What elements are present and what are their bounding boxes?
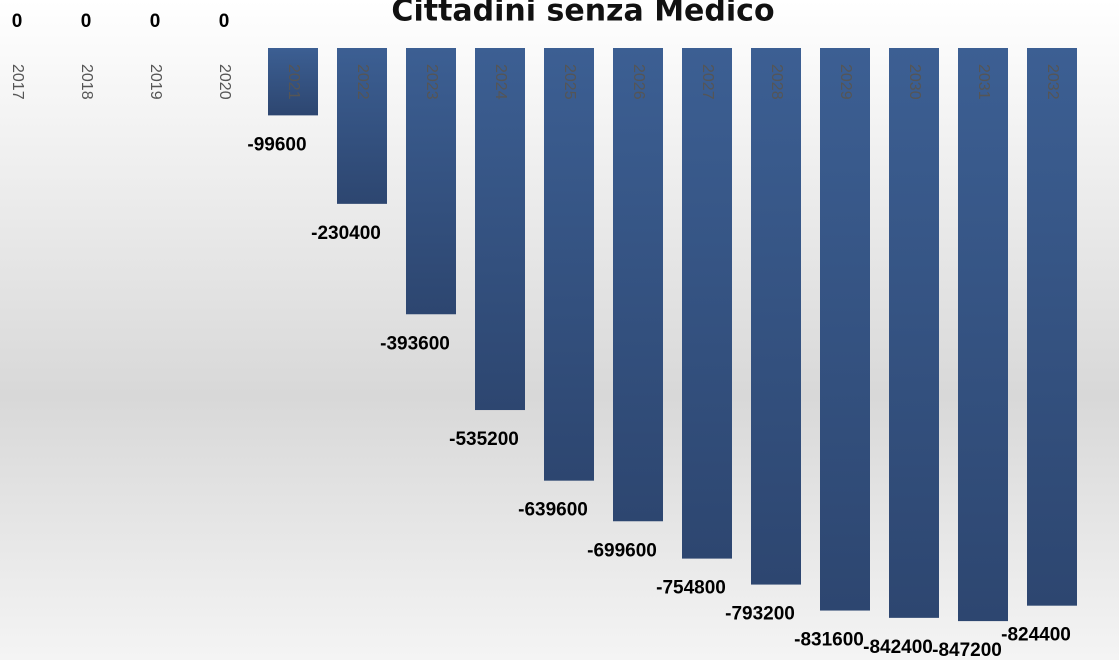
data-label: 0 <box>12 11 23 32</box>
data-label: -393600 <box>380 333 450 354</box>
x-tick-label: 2032 <box>1044 64 1061 100</box>
data-label: 0 <box>219 11 230 32</box>
x-tick-label: 2020 <box>216 64 233 100</box>
data-label: -824400 <box>1001 625 1071 646</box>
bar <box>268 48 318 116</box>
bar <box>682 48 732 559</box>
data-label: -793200 <box>725 604 795 625</box>
x-tick-label: 2029 <box>837 64 854 100</box>
x-tick-label: 2022 <box>354 64 371 100</box>
data-label: -639600 <box>518 500 588 521</box>
bar <box>337 48 387 204</box>
x-tick-label: 2021 <box>285 64 302 100</box>
x-tick-label: 2028 <box>768 64 785 100</box>
data-label: 0 <box>81 11 92 32</box>
x-tick-label: 2025 <box>561 64 578 100</box>
bar <box>613 48 663 522</box>
x-tick-label: 2024 <box>492 64 509 100</box>
data-label: -230400 <box>311 223 381 244</box>
x-tick-label: 2023 <box>423 64 440 100</box>
x-tick-label: 2031 <box>975 64 992 100</box>
bar <box>889 48 939 618</box>
x-tick-label: 2026 <box>630 64 647 100</box>
x-tick-label: 2019 <box>147 64 164 100</box>
bar <box>544 48 594 481</box>
x-tick-label: 2027 <box>699 64 716 100</box>
x-tick-label: 2030 <box>906 64 923 100</box>
bar <box>820 48 870 611</box>
x-tick-label: 2017 <box>9 64 26 100</box>
bar <box>751 48 801 585</box>
data-label: -699600 <box>587 540 657 561</box>
bar <box>1027 48 1077 606</box>
bar <box>406 48 456 315</box>
data-label: -842400 <box>863 637 933 658</box>
chart-title: Cittadini senza Medico <box>391 0 774 29</box>
data-label: -535200 <box>449 429 519 450</box>
bar <box>958 48 1008 622</box>
data-label: -847200 <box>932 640 1002 660</box>
data-label: -99600 <box>247 134 306 155</box>
bar <box>475 48 525 411</box>
x-tick-label: 2018 <box>78 64 95 100</box>
data-label: -831600 <box>794 630 864 651</box>
data-label: -754800 <box>656 578 726 599</box>
data-label: 0 <box>150 11 161 32</box>
